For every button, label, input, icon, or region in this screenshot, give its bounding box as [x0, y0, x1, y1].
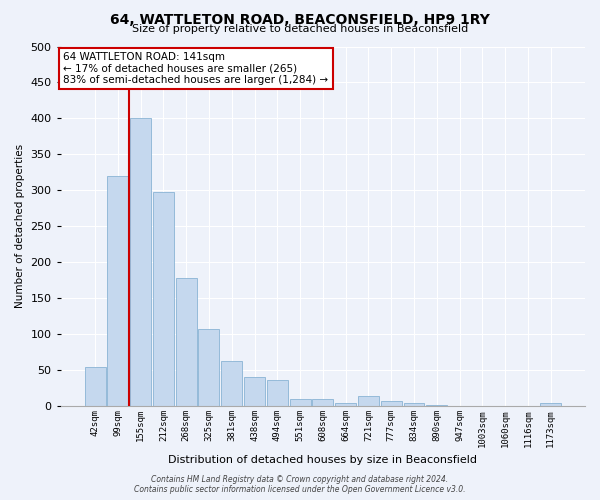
- Bar: [381, 401, 401, 406]
- Bar: [85, 366, 106, 406]
- Bar: [199, 328, 220, 406]
- Bar: [313, 399, 334, 406]
- Y-axis label: Number of detached properties: Number of detached properties: [15, 144, 25, 308]
- Bar: [267, 380, 288, 406]
- Bar: [130, 118, 151, 406]
- Bar: [290, 399, 311, 406]
- Bar: [153, 192, 174, 406]
- Text: 64, WATTLETON ROAD, BEACONSFIELD, HP9 1RY: 64, WATTLETON ROAD, BEACONSFIELD, HP9 1R…: [110, 12, 490, 26]
- Bar: [107, 176, 128, 406]
- Bar: [404, 402, 424, 406]
- Bar: [244, 378, 265, 406]
- Text: Contains HM Land Registry data © Crown copyright and database right 2024.
Contai: Contains HM Land Registry data © Crown c…: [134, 474, 466, 494]
- Text: Size of property relative to detached houses in Beaconsfield: Size of property relative to detached ho…: [132, 24, 468, 34]
- Bar: [221, 361, 242, 406]
- X-axis label: Distribution of detached houses by size in Beaconsfield: Distribution of detached houses by size …: [169, 455, 478, 465]
- Bar: [335, 402, 356, 406]
- Bar: [176, 278, 197, 406]
- Bar: [540, 402, 561, 406]
- Bar: [358, 396, 379, 406]
- Bar: [426, 405, 447, 406]
- Text: 64 WATTLETON ROAD: 141sqm
← 17% of detached houses are smaller (265)
83% of semi: 64 WATTLETON ROAD: 141sqm ← 17% of detac…: [64, 52, 328, 85]
